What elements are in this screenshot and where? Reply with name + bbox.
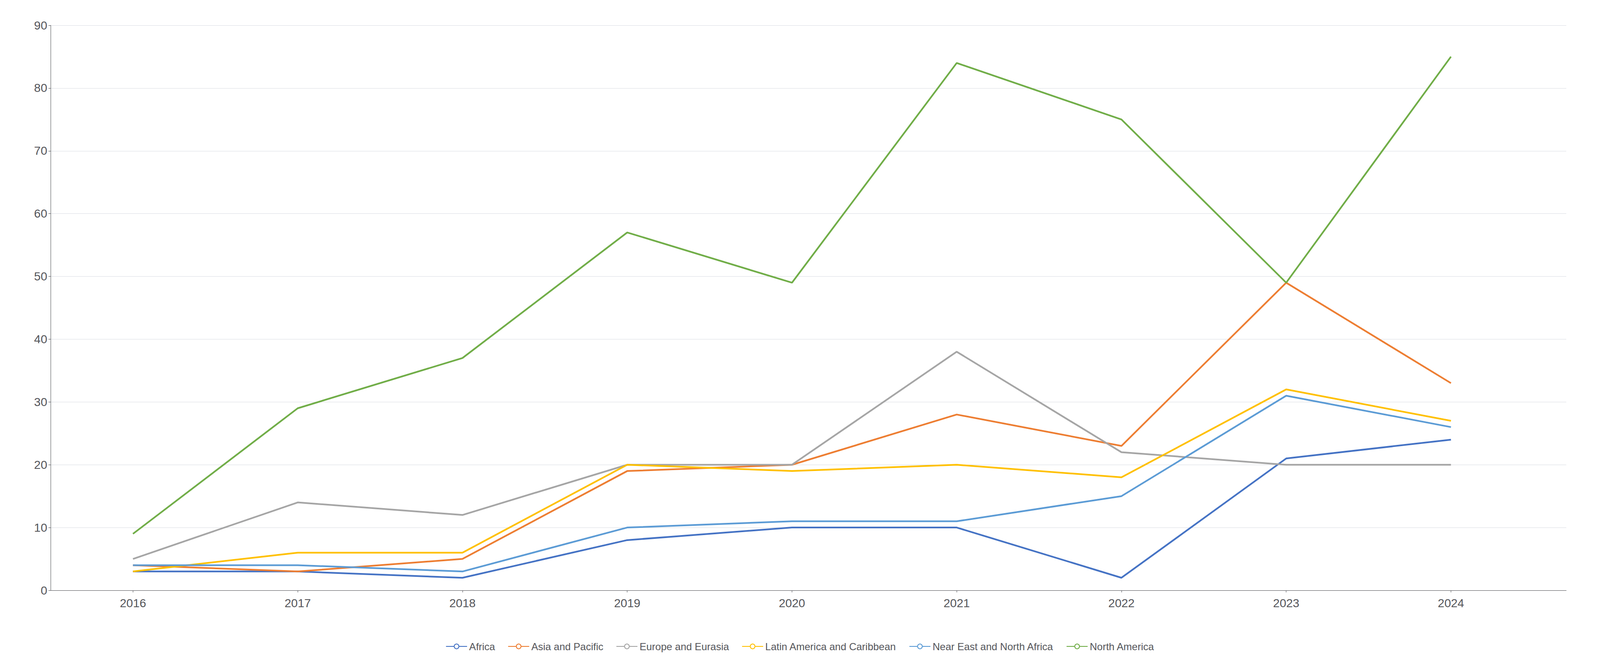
svg-text:2016: 2016 [119, 596, 146, 610]
svg-text:2020: 2020 [778, 596, 805, 610]
svg-text:90: 90 [34, 18, 48, 33]
svg-text:Africa: Africa [469, 640, 496, 653]
svg-text:0: 0 [40, 583, 48, 597]
svg-text:2021: 2021 [943, 596, 970, 610]
svg-text:2024: 2024 [1437, 596, 1464, 610]
svg-text:40: 40 [34, 332, 48, 346]
svg-text:2022: 2022 [1108, 596, 1135, 610]
svg-text:70: 70 [34, 144, 48, 158]
svg-text:Near East and North Africa: Near East and North Africa [932, 640, 1054, 653]
svg-text:50: 50 [34, 269, 48, 283]
svg-text:30: 30 [34, 395, 48, 409]
svg-text:2019: 2019 [614, 596, 641, 610]
svg-text:10: 10 [34, 521, 48, 535]
svg-text:20: 20 [34, 458, 48, 472]
svg-text:2023: 2023 [1273, 596, 1300, 610]
svg-text:80: 80 [34, 81, 48, 95]
svg-text:2017: 2017 [284, 596, 311, 610]
svg-text:Asia and Pacific: Asia and Pacific [531, 640, 604, 653]
svg-text:60: 60 [34, 207, 48, 221]
svg-text:2018: 2018 [449, 596, 476, 610]
svg-text:Latin America and Caribbean: Latin America and Caribbean [765, 640, 896, 653]
svg-text:Europe and Eurasia: Europe and Eurasia [639, 640, 730, 653]
svg-text:North America: North America [1089, 640, 1155, 653]
